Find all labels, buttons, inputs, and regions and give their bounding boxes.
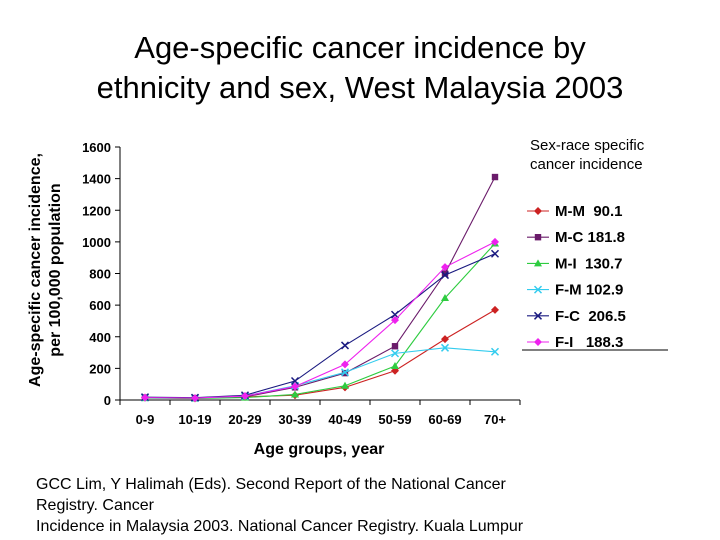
data-point (390, 349, 400, 358)
data-point (491, 305, 499, 314)
legend-item-5: F-C 206.5 (527, 308, 626, 325)
x-tick-label: 30-39 (278, 412, 311, 427)
legend-label: F-I 188.3 (555, 334, 623, 351)
series-6 (141, 237, 499, 403)
legend-swatch-marker (534, 234, 542, 241)
y-axis-title-line-2: per 100,000 population (47, 183, 64, 356)
y-axis-title-line-1: Age-specific cancer incidence, (27, 153, 44, 387)
legend-title-line-2: cancer incidence (530, 156, 643, 173)
x-axis: 0-9 10-19 20-29 30-39 40-49 50-59 60-69 70+ (119, 399, 521, 427)
x-tick-label: 10-19 (178, 412, 211, 427)
data-point (490, 347, 500, 356)
data-point (441, 270, 449, 277)
y-tick-label: 600 (89, 298, 111, 313)
source-footnote: GCC Lim, Y Halimah (Eds). Second Report … (36, 474, 706, 537)
legend-label: M-I 130.7 (555, 255, 623, 272)
legend-swatch-marker (533, 285, 543, 294)
x-tick-label: 60-69 (428, 412, 461, 427)
data-point (341, 381, 349, 389)
legend-label: M-M 90.1 (555, 203, 623, 220)
marker-stroke (533, 285, 543, 294)
x-tick-label: 0-9 (136, 412, 155, 427)
data-point (441, 335, 449, 344)
series-2 (141, 173, 499, 402)
y-tick-label: 1000 (82, 235, 111, 250)
x-tick-label: 70+ (484, 412, 506, 427)
legend-item-3: M-I 130.7 (527, 255, 623, 272)
data-point (291, 390, 299, 398)
data-point (441, 294, 449, 302)
footnote-line-2: Registry. Cancer (36, 497, 154, 514)
marker-stroke (440, 271, 450, 280)
data-point (191, 394, 199, 403)
y-tick-label: 1200 (82, 203, 111, 218)
x-tick-label: 50-59 (378, 412, 411, 427)
slide-title-line-2: ethnicity and sex, West Malaysia 2003 (96, 70, 624, 105)
legend-label: F-C 206.5 (555, 308, 626, 325)
data-point (391, 362, 399, 370)
legend: M-M 90.1 M-C 181.8 M-I 130.7 F-M 102.9 F-C 2… (522, 203, 668, 351)
data-point (291, 382, 299, 391)
series-line (144, 309, 496, 399)
legend-swatch-marker (533, 311, 543, 320)
data-point (290, 376, 300, 386)
series-layer (140, 173, 500, 403)
data-point (241, 392, 249, 401)
data-point (491, 237, 499, 246)
y-tick-label: 1600 (82, 140, 111, 155)
series-1 (141, 305, 499, 403)
y-tick-label: 1400 (82, 172, 111, 187)
y-tick-label: 0 (104, 393, 111, 408)
marker-stroke (490, 347, 500, 356)
data-point (391, 343, 399, 350)
legend-label: M-C 181.8 (555, 229, 625, 246)
footnote-line-1: GCC Lim, Y Halimah (Eds). Second Report … (36, 476, 506, 493)
legend-item-1: M-M 90.1 (527, 203, 623, 220)
marker-stroke (290, 376, 300, 386)
legend-title-line-1: Sex-race specific (530, 137, 645, 154)
data-point (341, 360, 349, 369)
data-point (391, 316, 399, 325)
marker-stroke (340, 341, 350, 350)
marker-stroke (390, 310, 400, 319)
data-point (340, 368, 350, 377)
legend-item-4: F-M 102.9 (527, 282, 623, 299)
y-axis-title: Age-specific cancer incidence, per 100,0… (27, 153, 64, 387)
slide-title: Age-specific cancer incidence by ethnici… (20, 28, 700, 108)
data-point (490, 249, 500, 258)
series-4 (140, 343, 500, 403)
data-point (440, 343, 450, 352)
marker-stroke (340, 368, 350, 377)
slide-title-line-1: Age-specific cancer incidence by (134, 30, 586, 65)
y-tick-label: 800 (89, 267, 111, 282)
y-tick-label: 200 (89, 361, 111, 376)
legend-swatch-marker (534, 259, 542, 267)
data-point (340, 341, 350, 350)
footnote-line-3: Incidence in Malaysia 2003. National Can… (36, 518, 524, 535)
data-point (491, 173, 499, 181)
legend-item-2: M-C 181.8 (527, 229, 625, 246)
series-line (144, 241, 496, 399)
series-line (144, 176, 496, 399)
y-tick-label: 400 (89, 330, 111, 345)
data-point (441, 263, 449, 272)
legend-title: Sex-race specific cancer incidence (530, 136, 715, 174)
legend-label: F-M 102.9 (555, 282, 623, 299)
data-point (440, 271, 450, 280)
marker-stroke (390, 349, 400, 358)
x-tick-label: 20-29 (228, 412, 261, 427)
x-axis-title: Age groups, year (254, 441, 385, 458)
legend-item-6: F-I 188.3 (527, 334, 623, 351)
marker-stroke (490, 249, 500, 258)
y-axis: 0 200 400 600 800 1000 1200 1400 1600 (82, 140, 121, 408)
marker-stroke (533, 311, 543, 320)
legend-swatch-marker (534, 338, 542, 346)
data-point (141, 393, 149, 402)
legend-swatch-marker (534, 207, 542, 215)
marker-stroke (440, 343, 450, 352)
x-tick-label: 40-49 (328, 412, 361, 427)
